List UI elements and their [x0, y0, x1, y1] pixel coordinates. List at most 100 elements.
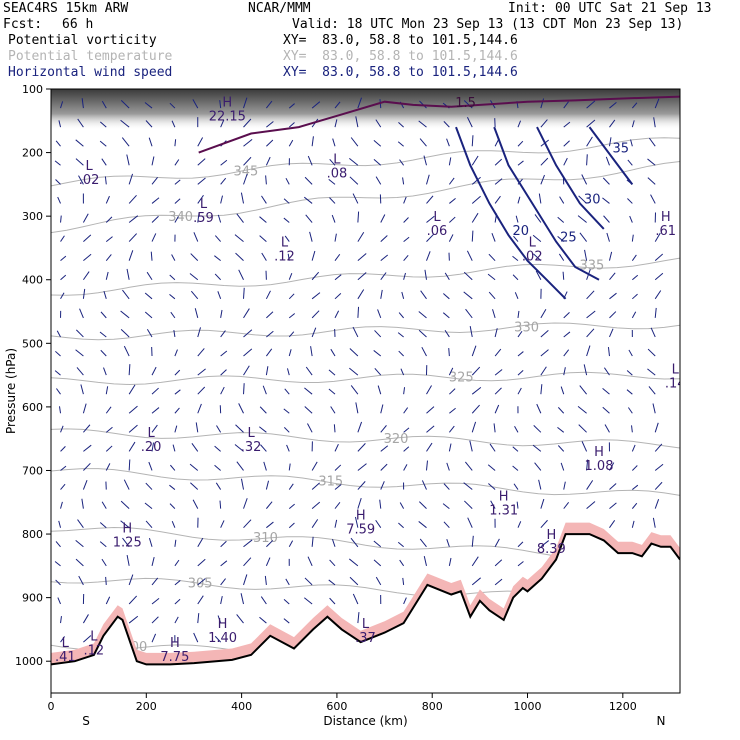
- wind-vector: [144, 292, 153, 300]
- wind-vector: [100, 349, 107, 357]
- wind-vector: [217, 214, 222, 223]
- wind-vector: [652, 517, 656, 528]
- wind-vector: [174, 159, 180, 166]
- wind-vector: [488, 291, 496, 300]
- wind-vector: [78, 575, 84, 586]
- terrain-line: [51, 533, 680, 666]
- extremum-value: 1.31: [489, 504, 518, 519]
- extremum-value: .06: [427, 224, 448, 239]
- wind-vector: [82, 614, 89, 624]
- wind-vector: [311, 292, 321, 300]
- extremum-value: .37: [355, 631, 376, 646]
- wind-vector: [581, 441, 588, 452]
- wind-vector: [425, 460, 428, 471]
- wind-vector: [647, 348, 656, 357]
- wind-vector: [169, 102, 176, 109]
- wind-vector: [540, 519, 548, 529]
- wind-vector: [55, 140, 61, 147]
- wind-vector: [471, 230, 474, 242]
- wind-vector: [330, 348, 336, 357]
- wind-vector: [397, 141, 404, 147]
- wind-vector: [261, 252, 267, 261]
- wind-vector: [606, 232, 610, 242]
- wind-vector: [171, 120, 176, 128]
- wind-vector: [609, 520, 616, 528]
- wind-speed-contour: [536, 126, 605, 230]
- wind-vector: [334, 119, 338, 128]
- wind-vector: [144, 311, 153, 319]
- wind-vector: [608, 137, 612, 147]
- terrain-fill: [51, 534, 680, 693]
- wind-vector: [220, 520, 225, 528]
- wind-vector: [284, 388, 290, 395]
- pv-contour: [198, 95, 680, 154]
- wind-vector: [288, 483, 294, 490]
- wind-vector: [563, 101, 569, 109]
- wind-vector: [400, 368, 405, 376]
- wind-vector: [243, 519, 252, 529]
- wind-vector: [283, 408, 290, 414]
- wind-vector: [489, 443, 496, 452]
- wind-vector: [283, 618, 290, 624]
- wind-vector: [266, 330, 274, 338]
- wind-vector: [557, 216, 565, 223]
- wind-vector: [193, 232, 199, 242]
- wind-vector: [193, 632, 199, 643]
- wind-vector: [463, 271, 473, 281]
- wind-vector: [421, 480, 427, 490]
- wind-vector: [238, 269, 244, 280]
- wind-vector: [426, 385, 432, 395]
- wind-vector: [334, 292, 342, 300]
- wind-vector: [448, 425, 455, 433]
- wind-vector: [631, 444, 636, 452]
- wind-speed-contour: [588, 126, 634, 185]
- wind-vector: [494, 387, 502, 395]
- field-wspd-name: Horizontal wind speed: [8, 65, 173, 80]
- extremum-kind: L: [90, 629, 98, 644]
- wind-vector: [220, 330, 226, 338]
- wind-vector: [493, 423, 496, 433]
- wind-vector: [586, 328, 595, 338]
- wind-vector: [128, 173, 134, 185]
- wind-vector: [260, 596, 267, 605]
- wind-vector: [631, 311, 637, 319]
- wind-vector: [627, 159, 633, 166]
- wind-vector: [55, 579, 61, 586]
- wind-vector: [261, 195, 267, 204]
- wind-vector: [654, 253, 664, 262]
- wind-vector: [418, 521, 427, 529]
- extremum-kind: H: [546, 528, 556, 543]
- theta-contour-label: 325: [449, 370, 474, 385]
- wind-vector: [533, 253, 542, 262]
- wind-vector: [494, 404, 500, 414]
- wind-vector: [357, 97, 362, 109]
- wind-vector: [286, 444, 290, 452]
- wind-vector: [398, 312, 405, 319]
- wind-vector: [128, 384, 136, 395]
- wind-vector: [304, 176, 313, 185]
- wind-vector: [174, 616, 179, 624]
- wind-vector: [469, 326, 473, 338]
- wind-vector: [60, 101, 64, 109]
- wind-vector: [197, 368, 206, 376]
- wind-vector: [654, 98, 660, 109]
- wind-vector: [83, 444, 92, 452]
- wind-vector: [586, 154, 588, 166]
- wind-vector: [151, 156, 155, 166]
- wind-vector: [534, 214, 542, 223]
- wind-vector: [628, 349, 633, 357]
- wind-vector: [471, 421, 477, 433]
- wind-vector: [174, 198, 181, 204]
- wind-vector: [58, 120, 62, 128]
- extremum-kind: L: [672, 362, 680, 377]
- wind-vector: [403, 196, 407, 204]
- wind-vector: [514, 425, 519, 433]
- wind-vector: [517, 561, 524, 567]
- wind-vector: [304, 196, 313, 204]
- extremum-kind: H: [594, 445, 604, 460]
- wind-vector: [197, 348, 205, 357]
- wind-vector: [333, 424, 336, 433]
- wind-vector: [352, 326, 359, 338]
- extremum-kind: L: [62, 636, 70, 651]
- wind-vector: [197, 386, 206, 395]
